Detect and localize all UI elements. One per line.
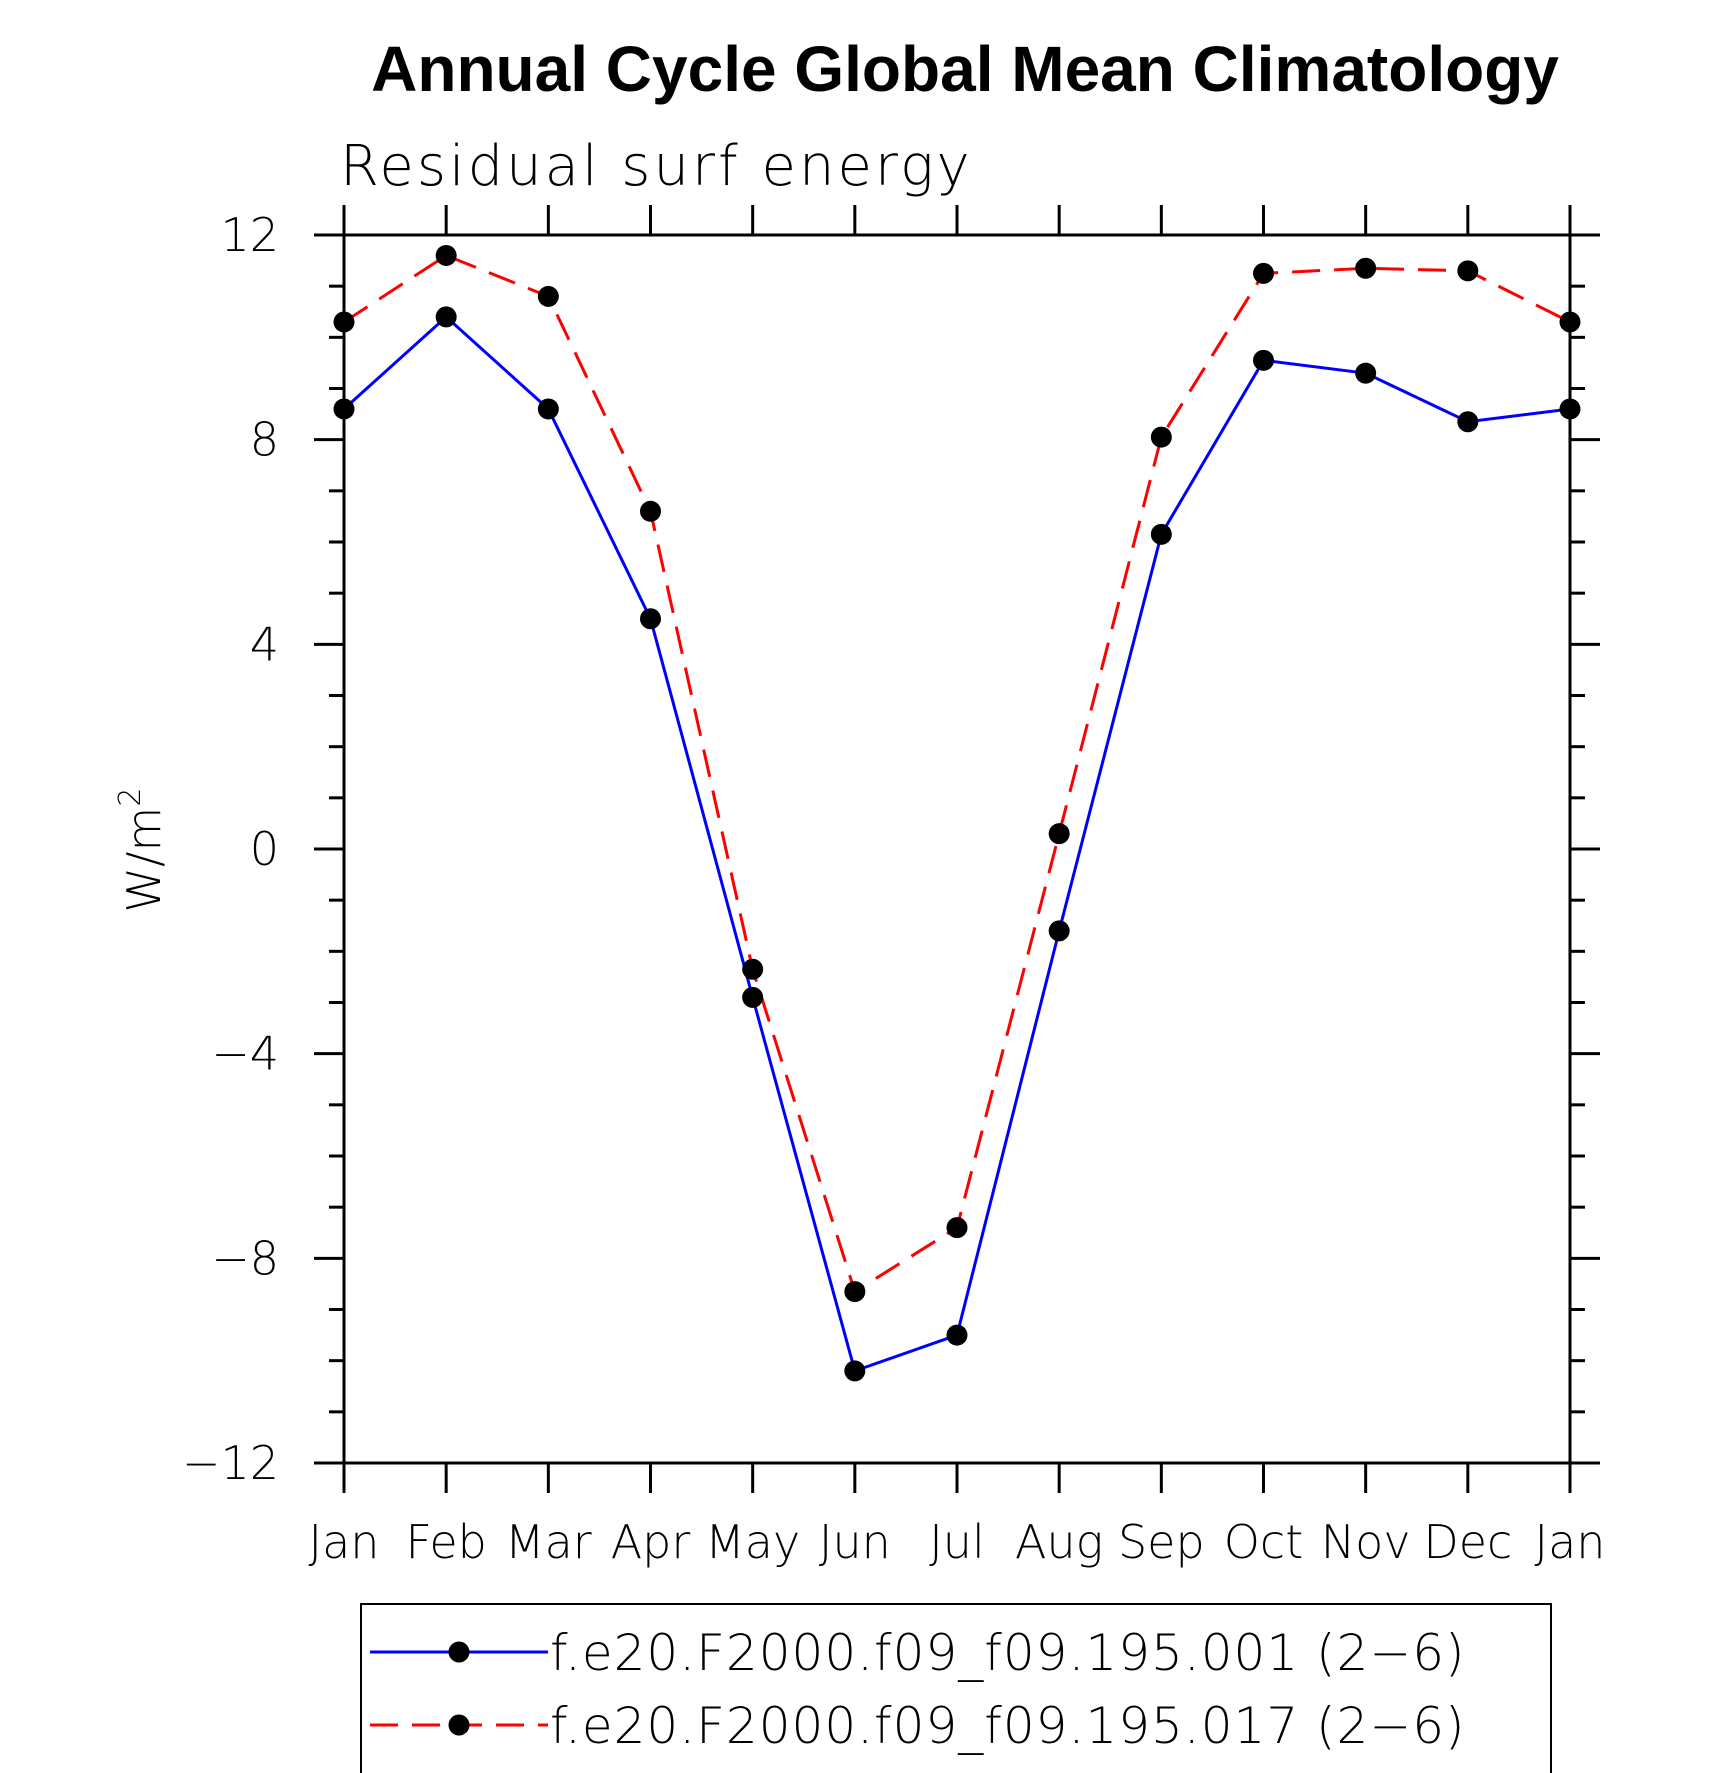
x-tick-label: Jan (1535, 1515, 1606, 1569)
data-point-series-1 (1457, 411, 1479, 433)
data-point-series-1 (1559, 398, 1581, 420)
x-tick-label: Oct (1224, 1515, 1304, 1569)
data-point-series-2 (1150, 426, 1172, 448)
x-tick-label: Aug (1015, 1515, 1103, 1569)
data-point-series-1 (1355, 362, 1377, 384)
data-point-series-2 (1253, 262, 1274, 284)
data-point-series-2 (946, 1217, 968, 1239)
data-point-series-1 (742, 986, 764, 1008)
data-point-series-1 (435, 306, 457, 328)
legend-label-series-1: f.e20.F2000.f09_f09.195.001 (2−6) (550, 1624, 1466, 1682)
data-point-series-2 (333, 311, 355, 333)
x-tick-label: Mar (505, 1515, 592, 1569)
y-tick-label: −4 (211, 1027, 279, 1081)
chart-title: Annual Cycle Global Mean Climatology (371, 33, 1559, 105)
y-tick-label: 0 (250, 822, 279, 876)
y-tick-label: 8 (250, 413, 279, 467)
series-markers (333, 244, 1581, 1382)
data-point-series-2 (435, 244, 457, 266)
svg-text:W/m2: W/m2 (113, 788, 171, 913)
legend-label-series-2: f.e20.F2000.f09_f09.195.017 (2−6) (550, 1697, 1466, 1755)
data-point-series-2 (640, 500, 661, 522)
data-point-series-1 (1048, 920, 1070, 942)
data-point-series-1 (537, 398, 559, 420)
x-tick-label: Feb (405, 1515, 486, 1569)
series-line-1 (342, 314, 1571, 1373)
legend-marker-series-1 (448, 1641, 470, 1663)
series-lines (342, 253, 1571, 1373)
data-point-series-2 (1048, 823, 1070, 845)
x-tick-label: May (705, 1515, 800, 1569)
y-tick-label: 12 (220, 208, 279, 262)
legend-marker-series-2 (448, 1714, 470, 1736)
x-tick-label: Jan (309, 1515, 380, 1569)
data-point-series-1 (1150, 523, 1172, 545)
x-tick-label: Nov (1321, 1515, 1411, 1569)
y-axis-label: W/m2 (113, 788, 171, 913)
legend: f.e20.F2000.f09_f09.195.001 (2−6) f.e20.F… (360, 1603, 1552, 1773)
y-tick-label: −8 (211, 1231, 279, 1285)
data-point-series-2 (1457, 260, 1479, 282)
chart-subtitle: Residual surf energy (340, 134, 973, 199)
data-point-series-2 (742, 958, 764, 980)
y-tick-label: 4 (250, 617, 279, 671)
legend-box (360, 1603, 1552, 1773)
data-point-series-1 (844, 1360, 866, 1382)
x-tick-label: Sep (1118, 1515, 1205, 1569)
data-point-series-2 (844, 1281, 866, 1303)
plot-frame (342, 233, 1572, 1465)
data-point-series-2 (537, 285, 559, 307)
y-axis-label-text: W/m (117, 807, 171, 913)
data-point-series-1 (333, 398, 355, 420)
series-line-2 (343, 253, 1571, 1294)
x-tick-label: Dec (1423, 1515, 1512, 1569)
y-tick-label: −12 (182, 1436, 279, 1490)
axis-ticks: Jan Feb Mar Apr May Jun Jul Aug Sep Oct Nov Dec Jan−… (182, 205, 1606, 1569)
x-tick-label: Apr (611, 1515, 691, 1569)
x-tick-label: Jun (819, 1515, 891, 1569)
data-point-series-2 (1355, 257, 1377, 279)
data-point-series-1 (1253, 349, 1274, 371)
data-point-series-1 (946, 1324, 968, 1346)
data-point-series-2 (1559, 311, 1581, 333)
data-point-series-1 (640, 608, 661, 630)
x-tick-label: Jul (929, 1515, 985, 1569)
y-axis-label-superscript: 2 (113, 788, 148, 807)
